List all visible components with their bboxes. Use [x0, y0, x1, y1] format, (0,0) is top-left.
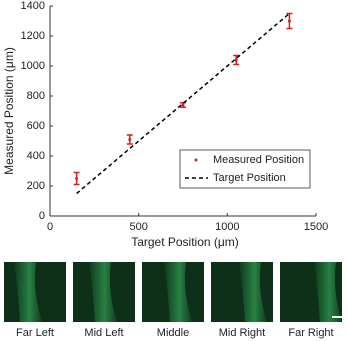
x-tick-label: 0 [47, 221, 53, 233]
x-tick-label: 1500 [304, 221, 328, 233]
channel-glow [164, 262, 192, 322]
x-tick-label: 500 [129, 221, 147, 233]
target-line [76, 12, 290, 195]
y-tick-label: 200 [27, 180, 45, 192]
panel-label: Middle [157, 327, 189, 339]
y-tick-label: 1200 [21, 30, 45, 42]
panel-label: Far Left [16, 327, 54, 339]
y-tick-label: 400 [27, 150, 45, 162]
point [181, 103, 185, 107]
channel-glow [239, 262, 267, 322]
x-tick-label: 1000 [215, 221, 239, 233]
legend-box [179, 149, 311, 189]
point [287, 19, 291, 23]
y-tick-label: 1000 [21, 60, 45, 72]
y-axis-label: Measured Position (μm) [2, 47, 16, 175]
point [75, 177, 79, 180]
x-axis-label: Target Position (μm) [131, 235, 239, 249]
legend-swatch [194, 158, 198, 162]
channel-glow [89, 262, 117, 322]
y-tick-label: 600 [27, 120, 45, 132]
point [128, 138, 132, 141]
panel-label: Mid Right [219, 327, 265, 339]
y-tick-label: 800 [27, 90, 45, 102]
point [234, 58, 238, 62]
channel-glow [14, 262, 42, 322]
legend-label: Measured Position [213, 154, 304, 166]
legend-label: Target Position [213, 172, 286, 184]
panel-label: Far Right [288, 327, 333, 339]
panel-label: Mid Left [84, 327, 123, 339]
y-tick-label: 0 [39, 210, 45, 222]
channel-glow [314, 262, 342, 322]
y-tick-label: 1400 [21, 0, 45, 12]
scale-bar [332, 316, 342, 318]
